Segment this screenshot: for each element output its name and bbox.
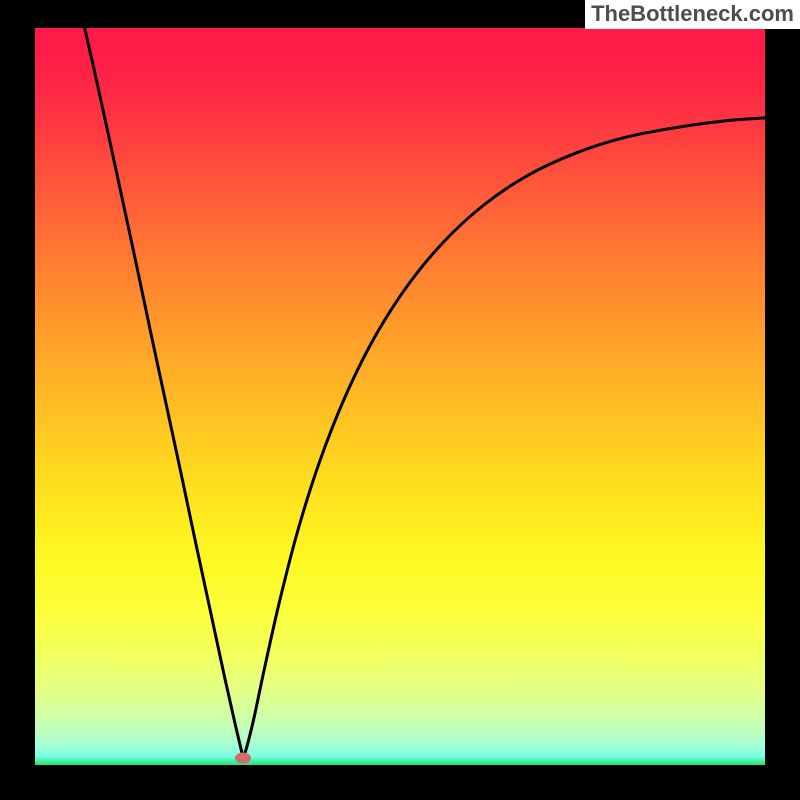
bottleneck-curve: [35, 28, 765, 765]
plot-area: [35, 28, 765, 765]
chart-frame: TheBottleneck.com: [0, 0, 800, 800]
watermark-label: TheBottleneck.com: [585, 0, 800, 29]
minimum-marker: [235, 752, 251, 763]
watermark-text: TheBottleneck.com: [591, 1, 794, 26]
